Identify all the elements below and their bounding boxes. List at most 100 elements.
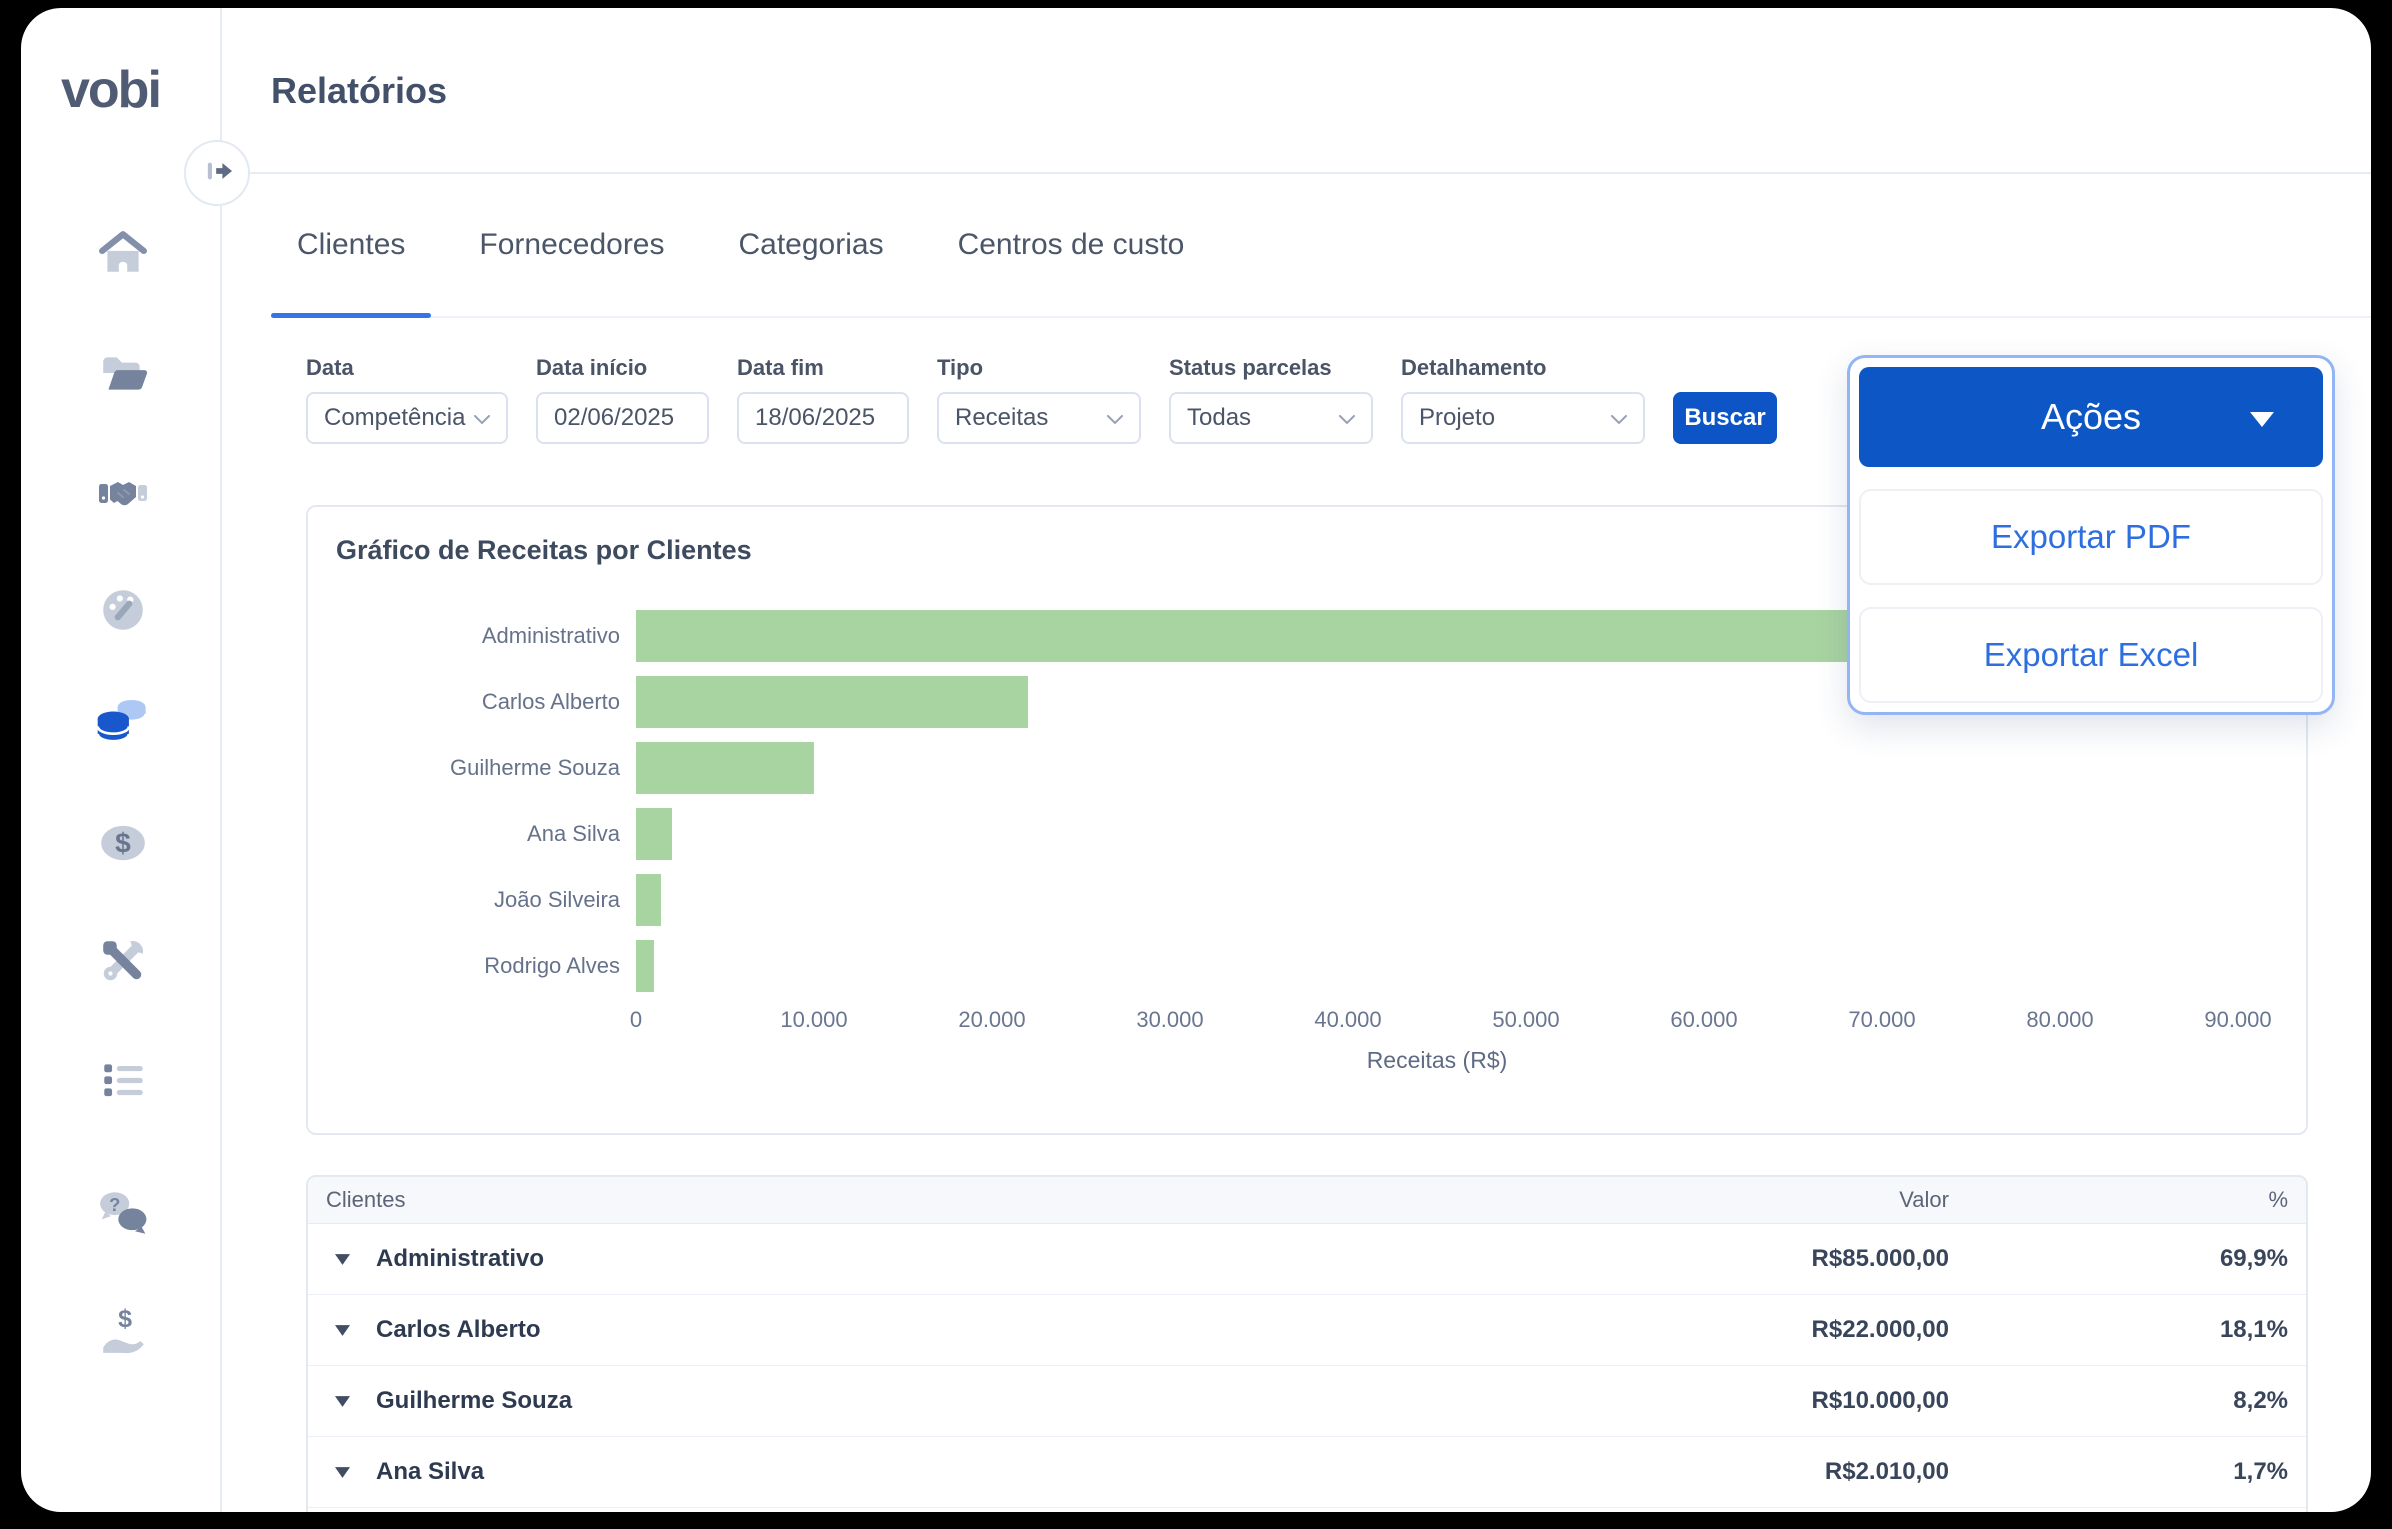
bar-track: [636, 940, 2238, 992]
app-window: vobi $ ? $: [21, 8, 2371, 1512]
filter-data-inicio: Data início: [536, 355, 709, 444]
filter-data-inicio-input[interactable]: [536, 392, 709, 444]
table-row[interactable]: Guilherme Souza R$10.000,00 8,2%: [308, 1366, 2306, 1437]
filter-data-fim-input[interactable]: [737, 392, 909, 444]
x-tick: 10.000: [780, 1007, 848, 1032]
x-tick: 30.000: [1136, 1007, 1204, 1032]
clients-table: Clientes Valor % Administrativo R$85.000…: [306, 1175, 2308, 1512]
filter-detalhamento: Detalhamento Projeto: [1401, 355, 1645, 444]
table-row[interactable]: Administrativo R$85.000,00 69,9%: [308, 1224, 2306, 1295]
tab-categorias[interactable]: Categorias: [738, 228, 884, 261]
svg-text:$: $: [115, 827, 131, 858]
list-icon: [98, 1055, 148, 1105]
x-tick: 90.000: [2204, 1007, 2272, 1032]
client-value: R$22.000,00: [1811, 1316, 1949, 1343]
sidebar-item-partners[interactable]: [98, 468, 148, 518]
tab-centros-de-custo[interactable]: Centros de custo: [957, 228, 1185, 261]
actions-button[interactable]: Ações: [1859, 367, 2323, 467]
filter-tipo-label: Tipo: [937, 355, 984, 380]
buscar-button[interactable]: Buscar: [1673, 392, 1777, 444]
gauge-icon: [98, 585, 148, 635]
expand-caret-icon[interactable]: [335, 1324, 350, 1336]
sidebar-item-help[interactable]: ?: [98, 1188, 148, 1238]
filter-status-parcelas-value: Todas: [1187, 404, 1252, 431]
header-clientes: Clientes: [326, 1187, 406, 1212]
filter-tipo-value: Receitas: [955, 404, 1049, 431]
filter-data-fim: Data fim: [737, 355, 909, 444]
expand-caret-icon[interactable]: [335, 1466, 350, 1478]
expand-caret-icon[interactable]: [335, 1253, 350, 1265]
tab-fornecedores[interactable]: Fornecedores: [479, 228, 665, 261]
filter-data-value: Competência: [324, 404, 466, 431]
tab-clientes[interactable]: Clientes: [271, 174, 432, 318]
sidebar-item-tools[interactable]: [98, 936, 148, 986]
header-percent: %: [2268, 1187, 2288, 1212]
chevron-down-icon: [474, 404, 490, 432]
expand-caret-icon[interactable]: [335, 1395, 350, 1407]
bar-track: [636, 676, 2238, 728]
home-icon: [98, 228, 148, 278]
client-name: Administrativo: [376, 1245, 545, 1272]
table-row[interactable]: Ana Silva R$2.010,00 1,7%: [308, 1437, 2306, 1508]
bar-track: [636, 742, 2238, 794]
x-tick: 20.000: [958, 1007, 1026, 1032]
category-label: Carlos Alberto: [481, 689, 620, 714]
filter-status-parcelas: Status parcelas Todas: [1169, 355, 1373, 444]
caret-down-icon: [2249, 411, 2275, 433]
bar-joao-silveira: [636, 874, 661, 926]
menu-item-exportar-pdf[interactable]: Exportar PDF: [1859, 489, 2323, 585]
filter-detalhamento-value: Projeto: [1419, 404, 1496, 431]
expand-arrow-icon: [197, 151, 237, 196]
menu-item-exportar-excel[interactable]: Exportar Excel: [1859, 607, 2323, 703]
bar-carlos-alberto: [636, 676, 1028, 728]
tools-icon: [98, 936, 148, 986]
filter-data: Data Competência: [306, 355, 508, 444]
bar-row: Carlos Alberto: [308, 676, 2238, 728]
actions-dropdown: Ações Exportar PDF Exportar Excel: [1847, 355, 2335, 715]
tab-bar: Clientes Fornecedores Categorias Centros…: [271, 174, 2371, 318]
filter-tipo-select[interactable]: Receitas: [937, 392, 1141, 444]
table-row[interactable]: Carlos Alberto R$22.000,00 18,1%: [308, 1295, 2306, 1366]
filter-data-inicio-label: Data início: [536, 355, 648, 380]
sidebar-item-reports[interactable]: [96, 696, 148, 746]
table-header: Clientes Valor %: [308, 1177, 2306, 1224]
sidebar-item-home[interactable]: [98, 228, 148, 278]
x-tick: 80.000: [2026, 1007, 2094, 1032]
x-tick: 70.000: [1848, 1007, 1916, 1032]
filter-status-parcelas-label: Status parcelas: [1169, 355, 1332, 380]
client-percent: 18,1%: [2219, 1316, 2288, 1343]
bar-rodrigo-alves: [636, 940, 654, 992]
sidebar-item-finance[interactable]: $: [98, 818, 148, 868]
page-title: Relatórios: [271, 70, 448, 111]
x-axis-ticks: 0 10.000 20.000 30.000 40.000 50.000 60.…: [630, 1007, 2272, 1037]
sidebar-collapse-button[interactable]: [184, 140, 250, 206]
help-chat-icon: ?: [97, 1188, 149, 1238]
bar-row: João Silveira: [308, 874, 2238, 926]
category-label: Guilherme Souza: [450, 755, 620, 780]
bar-row: Rodrigo Alves: [308, 940, 2238, 992]
filter-status-parcelas-select[interactable]: Todas: [1169, 392, 1373, 444]
category-label: Ana Silva: [527, 821, 620, 846]
filter-detalhamento-select[interactable]: Projeto: [1401, 392, 1645, 444]
sidebar-divider: [220, 8, 222, 1512]
client-percent: 1,7%: [2233, 1458, 2288, 1485]
category-label: Rodrigo Alves: [484, 953, 620, 978]
sidebar-item-projects[interactable]: [98, 348, 148, 398]
sidebar-item-list[interactable]: [98, 1055, 148, 1105]
dollar-coin-icon: $: [98, 818, 148, 868]
x-axis-label: Receitas (R$): [1366, 1047, 1508, 1073]
sidebar-item-payments[interactable]: $: [98, 1305, 148, 1355]
chevron-down-icon: [1107, 404, 1123, 432]
filter-data-select[interactable]: Competência: [306, 392, 508, 444]
bar-row: Guilherme Souza: [308, 742, 2238, 794]
sidebar-item-dashboard[interactable]: [98, 585, 148, 635]
category-label: Administrativo: [481, 623, 620, 648]
svg-text:?: ?: [109, 1194, 120, 1215]
filter-detalhamento-label: Detalhamento: [1401, 355, 1547, 380]
filter-tipo: Tipo Receitas: [937, 355, 1141, 444]
bar-ana-silva: [636, 808, 672, 860]
client-value: R$85.000,00: [1811, 1245, 1949, 1272]
bar-row: Ana Silva: [308, 808, 2238, 860]
client-value: R$2.010,00: [1824, 1458, 1949, 1485]
